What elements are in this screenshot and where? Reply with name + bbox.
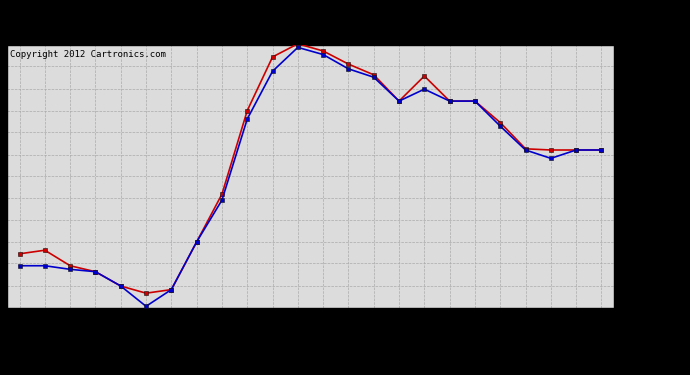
Text: Copyright 2012 Cartronics.com: Copyright 2012 Cartronics.com [10, 50, 166, 59]
Text: Outdoor Temperature (Red) vs Heat Index (Blue) (24 Hours) 20120623: Outdoor Temperature (Red) vs Heat Index … [60, 13, 561, 27]
